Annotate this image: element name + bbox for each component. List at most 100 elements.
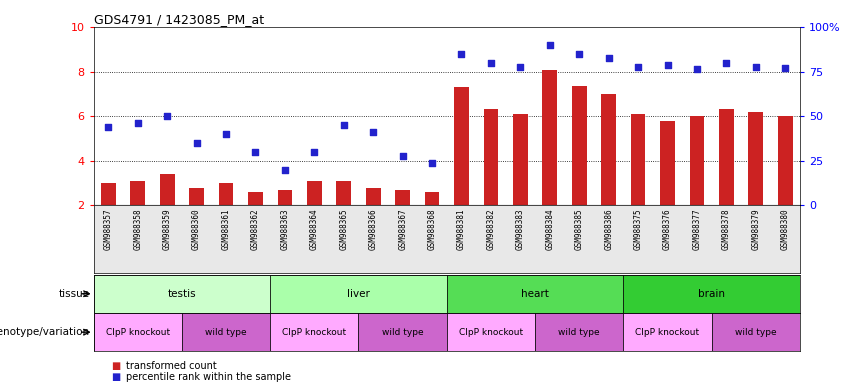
Text: GSM988368: GSM988368 <box>427 209 437 250</box>
Text: GSM988362: GSM988362 <box>251 209 260 250</box>
Text: tissue: tissue <box>58 289 89 299</box>
Bar <box>395 190 410 205</box>
Bar <box>631 114 645 205</box>
Point <box>720 60 734 66</box>
Point <box>131 120 145 126</box>
Point <box>220 131 233 137</box>
Bar <box>689 116 705 205</box>
Point <box>396 153 409 159</box>
Text: wild type: wild type <box>735 328 777 337</box>
Bar <box>513 114 528 205</box>
Point <box>367 129 380 135</box>
Bar <box>447 313 535 351</box>
Bar <box>778 116 792 205</box>
Bar <box>271 313 358 351</box>
Text: GSM988367: GSM988367 <box>398 209 407 250</box>
Bar <box>454 87 469 205</box>
Bar <box>336 181 351 205</box>
Text: transformed count: transformed count <box>126 361 217 371</box>
Text: GSM988384: GSM988384 <box>545 209 554 250</box>
Text: GSM988361: GSM988361 <box>221 209 231 250</box>
Text: ClpP knockout: ClpP knockout <box>283 328 346 337</box>
Text: ClpP knockout: ClpP knockout <box>459 328 523 337</box>
Text: percentile rank within the sample: percentile rank within the sample <box>126 372 291 382</box>
Bar <box>719 109 734 205</box>
Bar <box>277 190 292 205</box>
Bar <box>623 275 800 313</box>
Text: GSM988383: GSM988383 <box>516 209 525 250</box>
Point <box>426 160 439 166</box>
Text: heart: heart <box>521 289 549 299</box>
Text: ClpP knockout: ClpP knockout <box>636 328 700 337</box>
Text: GSM988359: GSM988359 <box>163 209 172 250</box>
Point <box>337 122 351 128</box>
Bar <box>366 188 380 205</box>
Text: GSM988378: GSM988378 <box>722 209 731 250</box>
Text: wild type: wild type <box>205 328 247 337</box>
Text: ■: ■ <box>111 372 120 382</box>
Bar <box>425 192 439 205</box>
Bar <box>660 121 675 205</box>
Text: GSM988381: GSM988381 <box>457 209 466 250</box>
Point <box>190 140 203 146</box>
Text: GSM988360: GSM988360 <box>192 209 201 250</box>
Point <box>690 66 704 72</box>
Bar <box>189 188 204 205</box>
Bar <box>160 174 174 205</box>
Bar <box>94 275 271 313</box>
Point <box>484 60 498 66</box>
Text: GSM988366: GSM988366 <box>368 209 378 250</box>
Text: wild type: wild type <box>558 328 600 337</box>
Bar <box>182 313 271 351</box>
Text: GSM988375: GSM988375 <box>634 209 643 250</box>
Point <box>307 149 321 155</box>
Bar <box>248 192 263 205</box>
Bar <box>130 181 146 205</box>
Text: wild type: wild type <box>382 328 424 337</box>
Point <box>278 167 292 173</box>
Bar <box>483 109 499 205</box>
Bar <box>711 313 800 351</box>
Text: ClpP knockout: ClpP knockout <box>106 328 170 337</box>
Text: GSM988365: GSM988365 <box>340 209 348 250</box>
Text: GSM988357: GSM988357 <box>104 209 113 250</box>
Point <box>543 42 557 48</box>
Text: brain: brain <box>698 289 725 299</box>
Bar <box>572 86 586 205</box>
Point <box>660 62 674 68</box>
Point <box>779 65 792 71</box>
Text: GSM988379: GSM988379 <box>751 209 760 250</box>
Bar <box>447 275 623 313</box>
Text: GSM988386: GSM988386 <box>604 209 613 250</box>
Bar <box>602 94 616 205</box>
Text: liver: liver <box>347 289 370 299</box>
Bar <box>101 183 116 205</box>
Text: ■: ■ <box>111 361 120 371</box>
Text: GDS4791 / 1423085_PM_at: GDS4791 / 1423085_PM_at <box>94 13 264 26</box>
Point <box>248 149 262 155</box>
Bar <box>623 313 711 351</box>
Bar <box>358 313 447 351</box>
Text: GSM988363: GSM988363 <box>281 209 289 250</box>
Text: genotype/variation: genotype/variation <box>0 327 89 337</box>
Text: testis: testis <box>168 289 197 299</box>
Bar <box>271 275 447 313</box>
Point <box>454 51 468 57</box>
Point <box>602 55 615 61</box>
Bar <box>307 181 322 205</box>
Point <box>101 124 115 131</box>
Text: GSM988382: GSM988382 <box>487 209 495 250</box>
Text: GSM988364: GSM988364 <box>310 209 319 250</box>
Point <box>749 64 762 70</box>
Point <box>513 64 527 70</box>
Bar <box>535 313 623 351</box>
Text: GSM988380: GSM988380 <box>780 209 790 250</box>
Text: GSM988376: GSM988376 <box>663 209 672 250</box>
Point <box>573 51 586 57</box>
Text: GSM988358: GSM988358 <box>134 209 142 250</box>
Point <box>160 113 174 119</box>
Text: GSM988377: GSM988377 <box>693 209 701 250</box>
Bar <box>219 183 233 205</box>
Text: GSM988385: GSM988385 <box>574 209 584 250</box>
Bar <box>542 70 557 205</box>
